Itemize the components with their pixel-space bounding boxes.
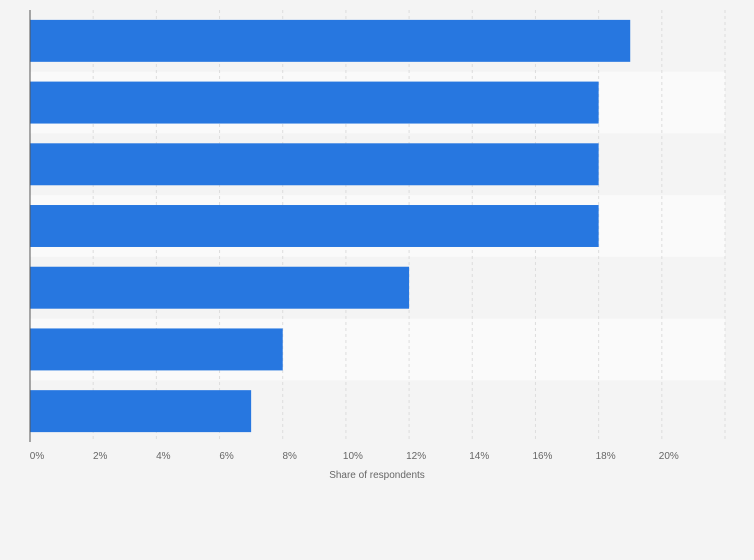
bars xyxy=(30,19,631,433)
x-tick-label: 20% xyxy=(659,451,679,462)
bar-4[interactable] xyxy=(30,266,410,309)
x-tick-label: 18% xyxy=(596,451,616,462)
x-tick-label: 2% xyxy=(93,451,108,462)
x-axis-tick-labels: 0% 2% 4% 6% 8% 10% 12% 14% 16% 18% 20% xyxy=(30,451,679,462)
bar-5[interactable] xyxy=(30,328,283,371)
x-tick-label: 12% xyxy=(406,451,426,462)
x-tick-label: 4% xyxy=(156,451,171,462)
x-tick-label: 8% xyxy=(283,451,298,462)
bar-6[interactable] xyxy=(30,390,252,433)
bar-1[interactable] xyxy=(30,81,599,124)
bar-2[interactable] xyxy=(30,143,599,186)
x-tick-label: 6% xyxy=(219,451,234,462)
x-tick-label: 16% xyxy=(532,451,552,462)
bar-3[interactable] xyxy=(30,205,599,247)
x-axis-title: Share of respondents xyxy=(329,470,425,481)
x-tick-label: 10% xyxy=(343,451,363,462)
bar-0[interactable] xyxy=(30,19,631,62)
x-tick-label: 0% xyxy=(30,451,45,462)
x-tick-label: 14% xyxy=(469,451,489,462)
